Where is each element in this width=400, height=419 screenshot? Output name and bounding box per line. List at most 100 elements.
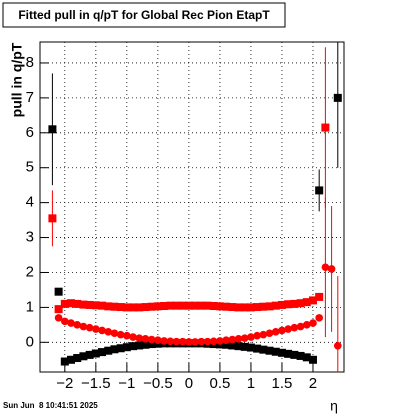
point [216, 337, 224, 345]
point [153, 302, 162, 311]
point [308, 355, 317, 364]
point [191, 301, 200, 310]
point [122, 343, 131, 352]
y-tick-label: 2 [26, 263, 34, 280]
point [104, 346, 113, 355]
point [308, 296, 317, 305]
point [98, 348, 107, 357]
point [265, 346, 274, 355]
x-tick-label: −1 [118, 375, 135, 392]
point [191, 338, 199, 346]
point [110, 302, 119, 311]
point [135, 334, 144, 342]
point [253, 331, 261, 340]
point [222, 302, 231, 311]
point [321, 123, 330, 132]
point [98, 301, 107, 310]
point [48, 214, 57, 223]
point [302, 353, 311, 362]
point [240, 334, 249, 342]
point [73, 299, 82, 308]
point [315, 314, 323, 322]
point [91, 349, 100, 358]
point [327, 265, 336, 273]
y-tick-label: 5 [26, 159, 34, 176]
x-axis-label: η [330, 398, 338, 414]
point [60, 299, 69, 308]
plot-area [48, 42, 342, 372]
point [278, 326, 286, 335]
point [184, 301, 193, 310]
point [284, 349, 293, 358]
point [85, 323, 94, 332]
point [234, 342, 243, 351]
point [54, 287, 63, 296]
point [123, 331, 131, 340]
point [197, 301, 206, 310]
point [129, 303, 138, 312]
point [315, 186, 324, 195]
point [271, 347, 280, 356]
y-tick-label: 6 [26, 124, 34, 141]
point [67, 355, 76, 364]
point [284, 325, 292, 333]
point [228, 341, 237, 350]
point [141, 335, 150, 343]
point [147, 340, 156, 349]
point [79, 300, 88, 309]
point [160, 337, 168, 345]
point [333, 93, 342, 102]
point [203, 337, 212, 346]
point [271, 328, 280, 336]
point [309, 319, 317, 327]
point [48, 125, 57, 134]
point [302, 321, 311, 329]
point [253, 344, 262, 353]
point [333, 342, 342, 350]
point [178, 337, 187, 346]
point [110, 329, 119, 338]
point [284, 300, 293, 309]
x-tick-label: −2 [56, 375, 73, 392]
point [259, 302, 268, 311]
x-tick-label: −1.5 [81, 375, 111, 392]
point [166, 301, 175, 310]
y-tick-label: 1 [26, 298, 34, 315]
point [85, 350, 94, 359]
point [172, 337, 181, 346]
point [253, 303, 262, 312]
point [222, 340, 231, 349]
x-tick-label: 0 [185, 375, 193, 392]
point [321, 263, 330, 272]
point [54, 314, 63, 322]
point [141, 303, 150, 312]
point [265, 329, 274, 338]
point [116, 303, 125, 312]
point [290, 350, 299, 359]
point [67, 299, 76, 308]
point [246, 303, 255, 312]
point [197, 337, 206, 346]
point [129, 342, 138, 351]
y-tick-label: 4 [26, 194, 34, 211]
x-tick-label: −0.5 [143, 375, 173, 392]
point [104, 302, 113, 311]
point [110, 345, 119, 354]
point [98, 326, 106, 335]
point [116, 330, 125, 339]
x-tick-label: 1 [247, 375, 255, 392]
point [91, 301, 100, 310]
point [240, 303, 249, 312]
point [166, 337, 175, 346]
point [73, 354, 82, 363]
point [154, 336, 162, 345]
point [178, 301, 187, 310]
point [79, 322, 88, 331]
point [228, 335, 237, 344]
point [60, 357, 69, 366]
point [246, 343, 255, 352]
point [240, 342, 249, 351]
point [315, 292, 324, 301]
